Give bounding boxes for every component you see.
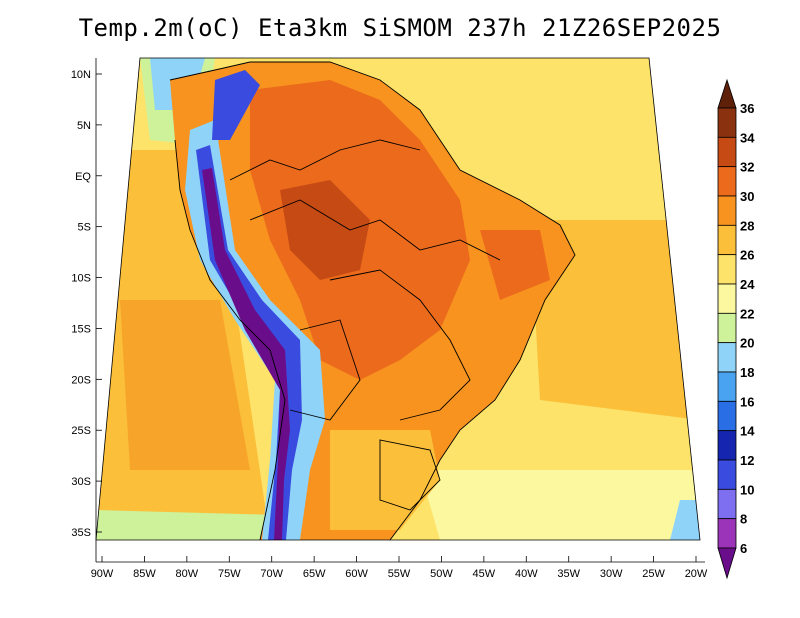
lon-label: 90W: [91, 568, 114, 580]
lon-label: 80W: [176, 568, 199, 580]
lon-label: 60W: [345, 568, 368, 580]
lat-label: 5N: [77, 120, 91, 132]
atlantic-south-cool: [420, 470, 700, 540]
lat-label: 35S: [71, 527, 91, 539]
map-frame: [95, 57, 701, 541]
colorbar-box: [717, 312, 737, 344]
lon-label: 35W: [557, 568, 580, 580]
colorbar-box: [717, 459, 737, 490]
lon-label: 65W: [303, 568, 326, 580]
colorbar-box: [717, 107, 737, 138]
colorbar-label: 36: [740, 101, 754, 116]
colorbar-label: 28: [740, 218, 754, 233]
lon-label: 45W: [473, 568, 496, 580]
colorbar-box: [717, 371, 737, 402]
lon-label: 85W: [133, 568, 156, 580]
pacific-warmer-area: [120, 300, 250, 470]
colorbar-box: [717, 283, 737, 314]
lat-label: 30S: [71, 476, 91, 488]
south-edge-blue: [670, 500, 700, 540]
atlantic-warm-band: [530, 220, 700, 420]
colorbar-box: [717, 166, 737, 197]
longitude-axis: 90W 85W 80W 75W 70W 65W 60W 55W 50W 45W 40W 35W 30W 2…: [91, 556, 708, 580]
colorbar-label: 30: [740, 189, 754, 204]
colorbar-box: [717, 430, 737, 461]
colorbar-bottom-arrow: [717, 547, 737, 580]
colorbar-box: [717, 224, 737, 256]
colorbar-label: 34: [740, 130, 755, 145]
colorbar: 36 34 32 30 28 26 24 22 20 18 16 14 12 10 8 6: [717, 78, 755, 580]
andes-coldest: [202, 168, 290, 540]
lat-label: 10S: [71, 273, 91, 285]
lon-label: 50W: [430, 568, 453, 580]
lat-label: 15S: [71, 323, 91, 335]
lon-label: 70W: [260, 568, 283, 580]
lat-label: 10N: [71, 69, 91, 81]
lon-label: 30W: [600, 568, 623, 580]
colorbar-label: 8: [740, 512, 747, 527]
south-cool-strip: [96, 510, 300, 540]
lat-label: 20S: [71, 374, 91, 386]
lon-label: 75W: [218, 568, 241, 580]
colorbar-box: [717, 400, 737, 432]
colorbar-label: 26: [740, 248, 754, 263]
colorbar-label: 10: [740, 482, 754, 497]
colorbar-box: [717, 488, 737, 520]
hottest-spots: [280, 180, 370, 280]
lon-label: 55W: [388, 568, 411, 580]
lon-label: 25W: [642, 568, 665, 580]
colorbar-label: 20: [740, 336, 754, 351]
colorbar-box: [717, 342, 737, 373]
colorbar-box: [717, 518, 737, 549]
southern-cone-warm: [330, 430, 440, 530]
map-title: Temp.2m(oC) Eta3km SiSMOM 237h 21Z26SEP2…: [78, 14, 722, 42]
colorbar-box: [717, 136, 737, 168]
colorbar-label: 6: [740, 541, 747, 556]
lon-label: 40W: [515, 568, 538, 580]
colorbar-label: 22: [740, 306, 754, 321]
latitude-axis: 10N 5N EQ 5S 10S 15S 20S 25S 30S 35S: [71, 69, 102, 539]
colorbar-top-arrow: [717, 78, 737, 109]
lon-label: 20W: [685, 568, 708, 580]
lat-label: EQ: [75, 171, 91, 183]
andes-north-cold: [212, 70, 260, 140]
lat-label: 5S: [78, 222, 91, 234]
borders: [169, 61, 576, 541]
colorbar-box: [717, 254, 737, 285]
colorbar-label: 16: [740, 394, 754, 409]
colorbar-label: 32: [740, 160, 754, 175]
northeast-hot: [480, 230, 550, 300]
colorbar-label: 18: [740, 365, 754, 380]
colorbar-box: [717, 195, 737, 226]
map-domain: [96, 58, 700, 540]
lat-label: 25S: [71, 425, 91, 437]
colorbar-label: 14: [740, 424, 755, 439]
colorbar-label: 12: [740, 453, 754, 468]
colorbar-label: 24: [740, 277, 755, 292]
